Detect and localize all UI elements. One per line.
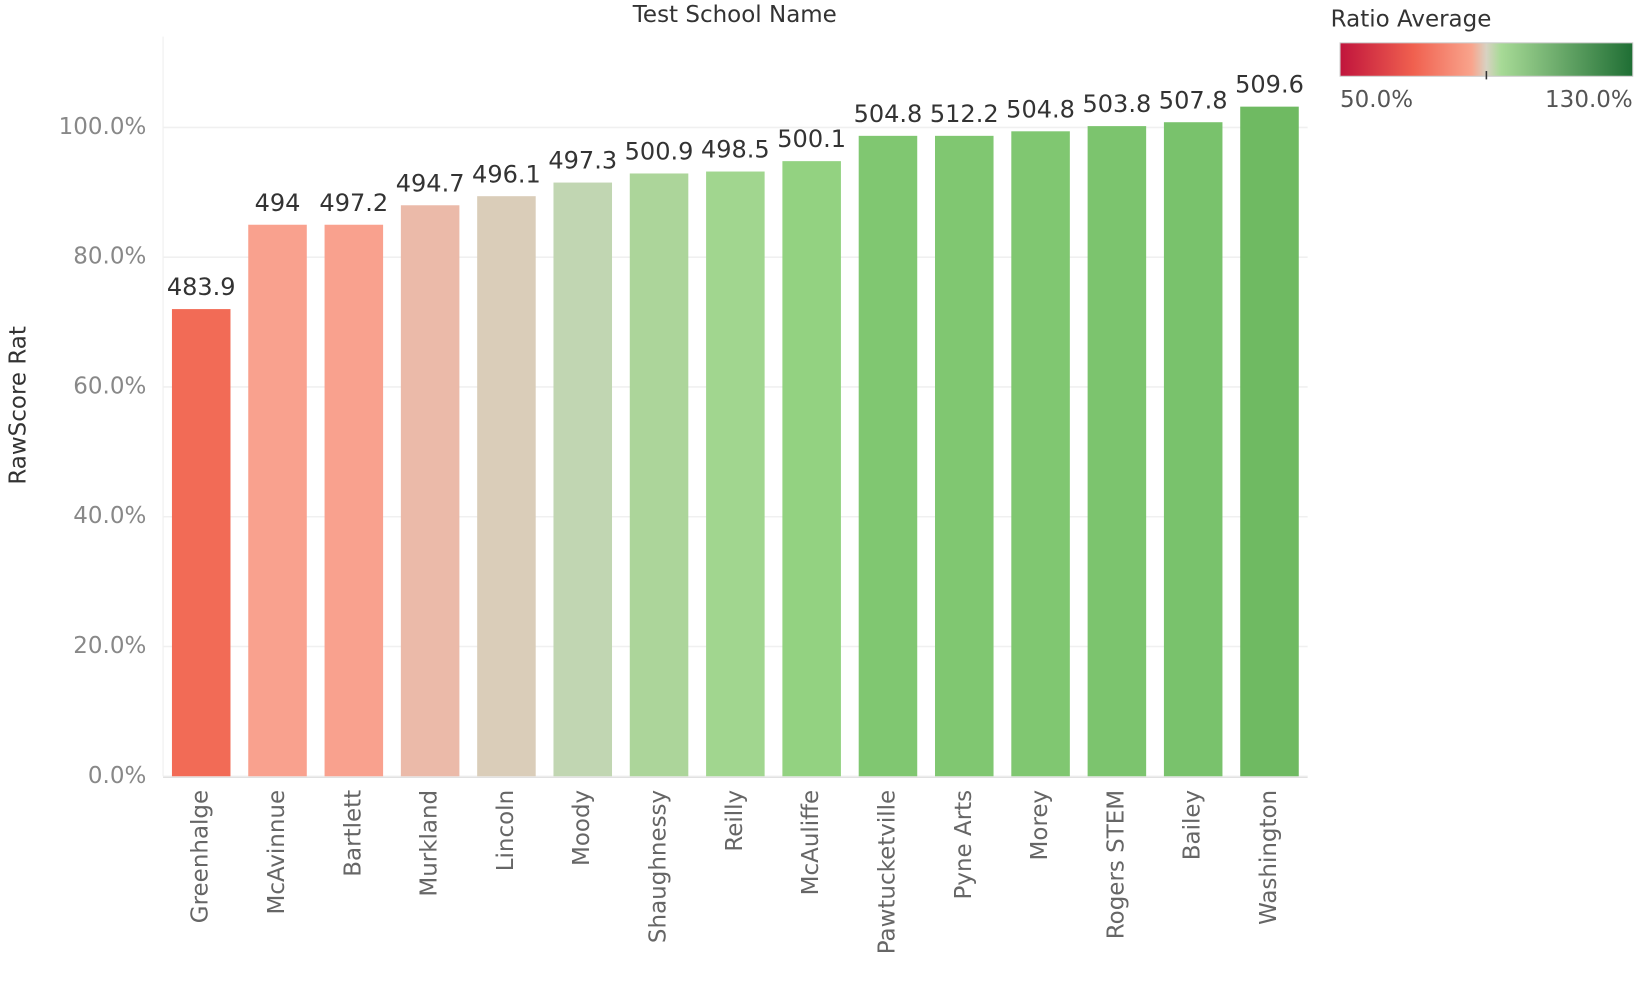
data-label: 500.9 [625,138,694,166]
x-tick-label: McAvinnue [264,790,290,915]
legend-tick-label: 50.0% [1340,87,1413,113]
data-label: 504.8 [854,100,923,128]
y-tick-label: 0.0% [88,763,146,789]
y-tick-label: 40.0% [73,503,146,529]
bar [706,171,765,777]
data-label: 504.8 [1006,95,1075,123]
data-label: 512.2 [930,100,999,128]
bar [782,161,841,777]
x-tick-label: McAuliffe [798,790,824,895]
data-label: 494.7 [396,169,465,197]
bar [477,196,536,777]
legend-tick-label: 130.0% [1545,87,1633,113]
data-label: 483.9 [167,273,236,301]
x-tick-label: Moody [569,790,595,866]
data-label: 494 [255,189,301,217]
bar [858,135,918,777]
x-tick-label: Bartlett [340,790,366,877]
data-label: 496.1 [472,160,541,188]
bar [324,224,384,777]
x-tick-label: Washington [1256,790,1282,925]
bar [171,309,231,777]
chart-title: Test School Name [632,2,837,28]
data-label: 509.6 [1235,71,1304,99]
legend-title: Ratio Average [1331,6,1492,32]
x-tick-label: Shaughnessy [646,790,672,943]
x-tick-label: Rogers STEM [1103,790,1129,939]
x-tick-label: Morey [1027,790,1053,861]
data-label: 497.3 [548,147,617,175]
data-label: 498.5 [701,136,770,164]
bar [1087,126,1147,777]
x-tick-label: Greenhalge [188,790,214,923]
bar [553,182,613,777]
bar [400,205,460,777]
data-label: 507.8 [1159,86,1228,114]
data-label: 497.2 [319,189,388,217]
bar [1011,131,1070,777]
bar [935,135,994,777]
x-tick-label: Lincoln [493,790,519,871]
bar [1240,106,1299,777]
x-tick-label: Bailey [1180,790,1206,860]
bar [1163,122,1223,777]
y-tick-label: 100.0% [59,114,147,140]
y-axis-label: RawScore Rat [5,326,31,485]
x-tick-label: Pawtucketville [874,790,900,954]
y-tick-label: 20.0% [73,633,146,659]
data-label: 500.1 [777,125,846,153]
bar [629,173,689,777]
x-tick-label: Pyne Arts [951,790,977,900]
y-tick-label: 80.0% [73,244,146,270]
y-tick-label: 60.0% [73,373,146,399]
x-tick-label: Murkland [417,790,443,897]
x-tick-label: Reilly [722,790,748,852]
bar [248,224,307,777]
color-bar [1339,42,1634,77]
data-label: 503.8 [1082,90,1151,118]
